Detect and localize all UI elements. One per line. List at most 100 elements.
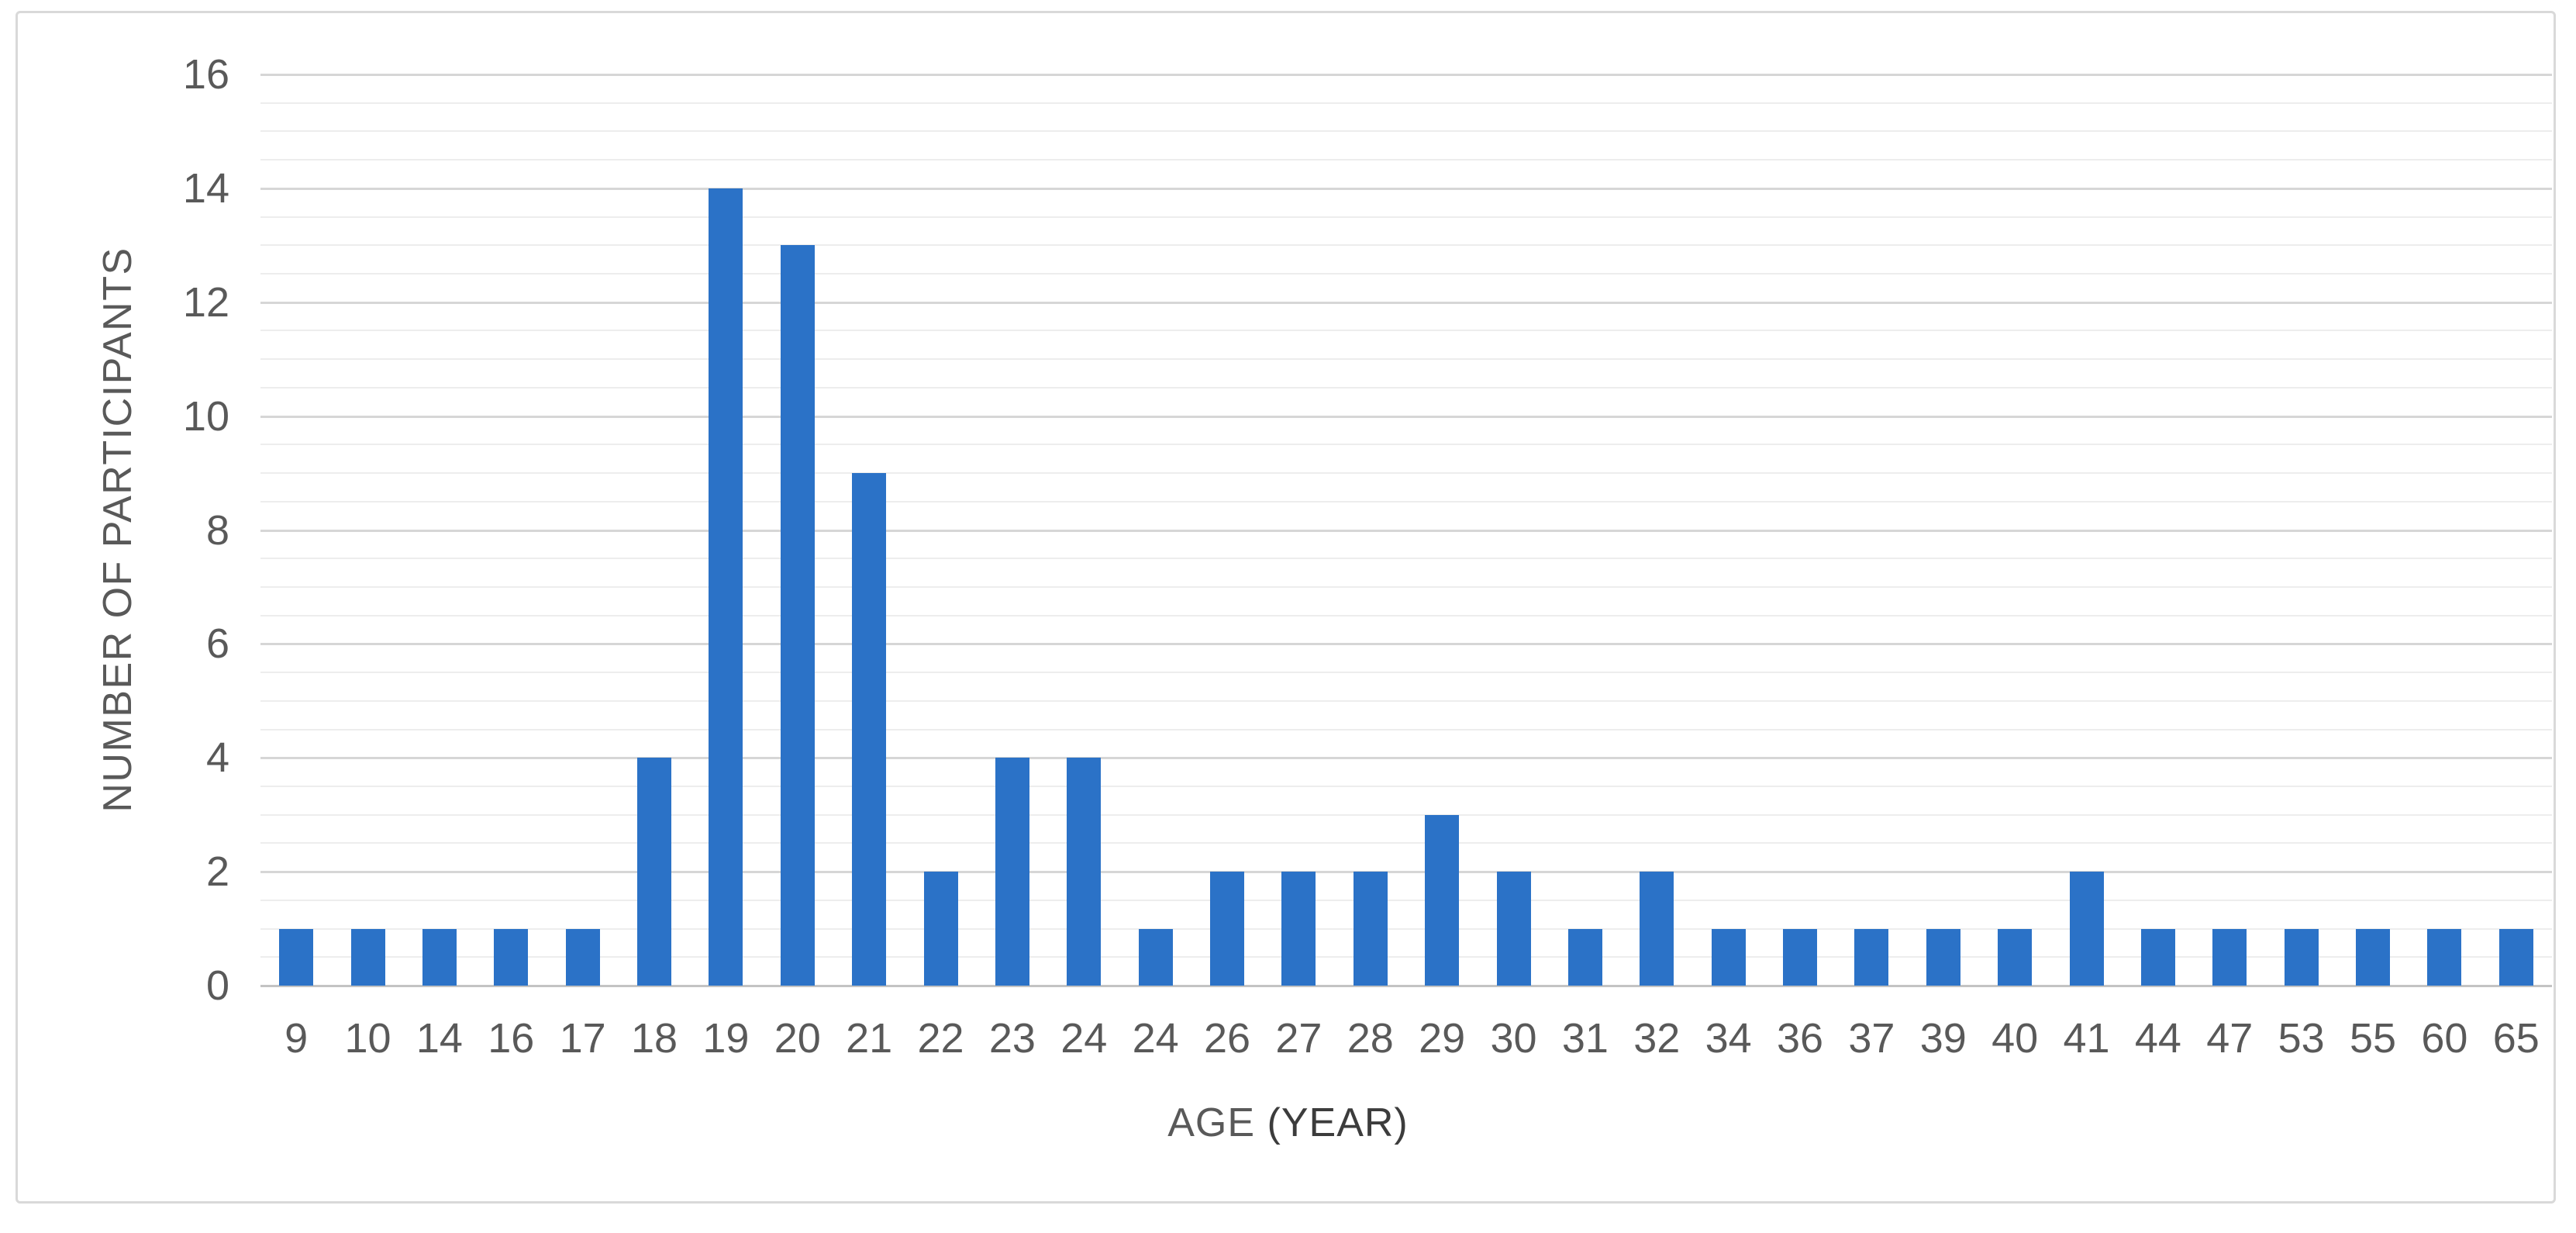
gridline-major [260,643,2552,646]
bar [852,473,887,986]
y-tick-label: 0 [205,962,229,1009]
gridline-major [260,187,2552,190]
gridline-minor [260,956,2552,958]
y-tick-label: 2 [205,848,229,896]
gridline-minor [260,785,2552,787]
gridline-minor [260,614,2552,616]
y-tick-label: 12 [182,278,229,326]
x-tick-label: 18 [631,1015,678,1062]
x-tick-label: 34 [1705,1015,1752,1062]
bar [1998,928,2033,986]
x-tick-label: 14 [416,1015,463,1062]
x-tick-label: 10 [344,1015,391,1062]
bar [2427,928,2462,986]
gridline-minor [260,500,2552,503]
bar [494,928,529,986]
bar [565,928,600,986]
bar [1210,872,1245,986]
x-tick-label: 55 [2350,1015,2397,1062]
x-tick-label: 41 [2063,1015,2110,1062]
bar [995,758,1029,986]
bar [709,188,743,986]
bar [1353,872,1388,986]
gridline-minor [260,386,2552,389]
x-tick-label: 24 [1132,1015,1179,1062]
y-tick-label: 4 [205,734,229,782]
gridline-minor [260,672,2552,674]
y-tick-label: 8 [205,506,229,554]
bar [1067,758,1102,986]
bar [2356,928,2391,986]
gridline-minor [260,244,2552,247]
bar [1138,928,1173,986]
bar [1281,872,1316,986]
x-tick-label: 31 [1561,1015,1609,1062]
bar [279,928,314,986]
gridline-minor [260,472,2552,475]
gridline-minor [260,216,2552,218]
plot-area [260,74,2552,987]
gridline-minor [260,102,2552,104]
x-tick-label: 47 [2206,1015,2254,1062]
gridline-major [260,529,2552,532]
bar [1783,928,1818,986]
bar [1496,872,1531,986]
x-tick-label: 40 [1991,1015,2039,1062]
gridline-minor [260,842,2552,844]
x-tick-label: 28 [1347,1015,1394,1062]
gridline-minor [260,585,2552,588]
x-tick-label: 23 [988,1015,1036,1062]
gridline-minor [260,927,2552,930]
gridline-major [260,415,2552,418]
bar [637,758,672,986]
bar [780,245,815,986]
x-tick-label: 44 [2134,1015,2181,1062]
bar [1640,872,1674,986]
y-tick-label: 10 [182,392,229,440]
x-tick-label: 32 [1633,1015,1681,1062]
x-tick-label: 27 [1275,1015,1322,1062]
x-tick-label: 19 [702,1015,750,1062]
gridline-minor [260,728,2552,730]
x-tick-label: 22 [917,1015,964,1062]
gridline-minor [260,130,2552,133]
x-tick-label: 16 [488,1015,535,1062]
x-axis-title-primary: AGE [1167,1100,1256,1145]
bar [1926,928,1960,986]
gridline-minor [260,358,2552,361]
x-tick-label: 20 [774,1015,821,1062]
y-tick-label: 6 [205,620,229,668]
x-tick-label: 26 [1204,1015,1251,1062]
gridline-minor [260,558,2552,560]
bar [1425,814,1460,986]
bar [2498,928,2533,986]
x-axis-title-secondary: (YEAR) [1255,1100,1409,1145]
bar [350,928,385,986]
gridline-minor [260,159,2552,161]
x-tick-label: 9 [284,1015,309,1062]
x-tick-label: 39 [1919,1015,1967,1062]
x-tick-label: 65 [2492,1015,2540,1062]
gridline-major [260,74,2552,76]
bar [2284,928,2319,986]
x-tick-label: 53 [2278,1015,2325,1062]
gridline-major [260,757,2552,760]
x-tick-label: 29 [1419,1015,1466,1062]
x-tick-label: 17 [559,1015,606,1062]
bar [2212,928,2247,986]
gridline-minor [260,899,2552,901]
bar [1711,928,1746,986]
x-tick-label: 30 [1490,1015,1537,1062]
gridline-minor [260,330,2552,332]
y-tick-label: 14 [182,164,229,212]
gridline-minor [260,273,2552,275]
bar [2069,872,2104,986]
bar [2140,928,2175,986]
bar [923,872,958,986]
gridline-minor [260,444,2552,446]
gridline-minor [260,699,2552,702]
x-tick-label: 36 [1777,1015,1824,1062]
gridline-major [260,301,2552,304]
y-tick-label: 16 [182,51,229,98]
